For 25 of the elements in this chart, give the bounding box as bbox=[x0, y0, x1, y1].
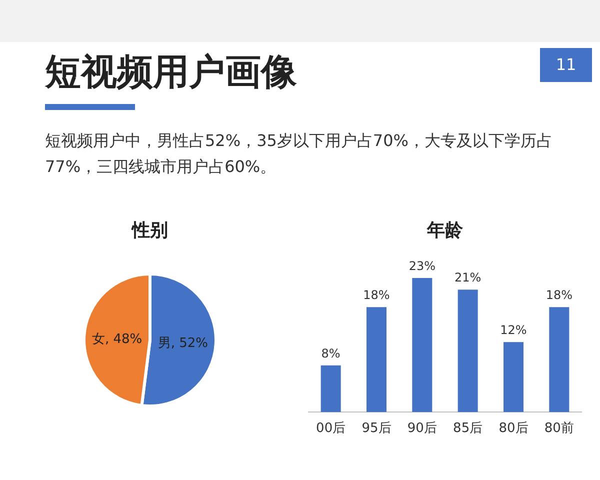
data-label: 12% bbox=[500, 323, 527, 338]
text: 短视频用户中，男性占52%，35岁以下用户占70%，大专及以下学历占77%，三四线城市用户占60%。 bbox=[45, 130, 554, 178]
chart-title: 性别 bbox=[131, 220, 168, 241]
x-tick-label: 00后 bbox=[316, 421, 346, 436]
bar bbox=[458, 290, 478, 412]
text: 11 bbox=[540, 48, 592, 82]
bar bbox=[366, 307, 386, 412]
data-label: 21% bbox=[454, 270, 482, 285]
x-tick-label: 95后 bbox=[362, 421, 392, 436]
slice-label: 男, 52% bbox=[158, 336, 208, 352]
data-label: 18% bbox=[546, 288, 573, 302]
data-label: 8% bbox=[321, 346, 340, 360]
data-label: 23% bbox=[408, 259, 436, 273]
bar bbox=[504, 342, 524, 412]
bar bbox=[549, 307, 570, 412]
bar bbox=[320, 365, 341, 412]
x-tick-label: 80后 bbox=[498, 421, 528, 436]
slice-label: 女, 48% bbox=[92, 332, 142, 347]
chart-title: 年龄 bbox=[426, 220, 464, 241]
bar bbox=[412, 278, 432, 412]
x-tick-label: 85后 bbox=[453, 421, 483, 436]
x-tick-label: 90后 bbox=[407, 421, 437, 436]
data-label: 18% bbox=[363, 288, 390, 302]
x-tick-label: 80前 bbox=[544, 421, 574, 436]
text: 短视频用户画像 bbox=[45, 51, 297, 95]
